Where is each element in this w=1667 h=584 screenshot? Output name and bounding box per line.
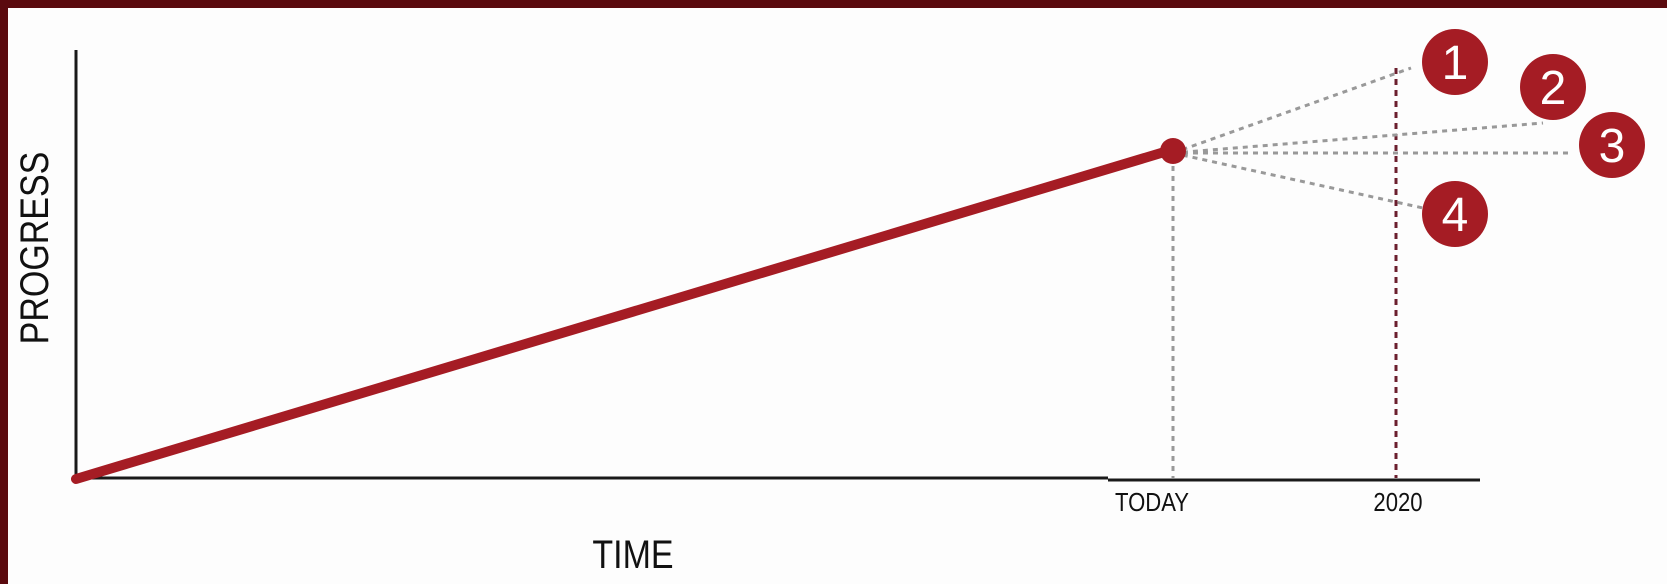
tick-label-today: TODAY — [1115, 488, 1189, 517]
scenario-badge-1: 1 — [1422, 29, 1488, 95]
scenario-label-4: 4 — [1442, 189, 1469, 242]
progress-diagram: 1 2 3 4 TODAY 2020 TIME PROGRESS — [11, 29, 1645, 577]
scenario-badge-3: 3 — [1579, 112, 1645, 178]
today-point — [1160, 138, 1186, 164]
scenario-label-3: 3 — [1599, 120, 1626, 173]
diagram-frame: 1 2 3 4 TODAY 2020 TIME PROGRESS — [8, 8, 1667, 584]
projection-2 — [1172, 121, 1544, 155]
x-axis-title: TIME — [592, 531, 673, 576]
trend-line — [71, 145, 1176, 484]
scenario-label-1: 1 — [1442, 37, 1469, 90]
projection-1 — [1172, 66, 1412, 155]
tick-label-2020: 2020 — [1373, 488, 1422, 517]
y-axis-title: PROGRESS — [11, 152, 56, 345]
projection-4 — [1172, 151, 1424, 210]
scenario-badge-2: 2 — [1520, 54, 1586, 120]
scenario-label-2: 2 — [1540, 62, 1567, 115]
scenario-badge-4: 4 — [1422, 181, 1488, 247]
